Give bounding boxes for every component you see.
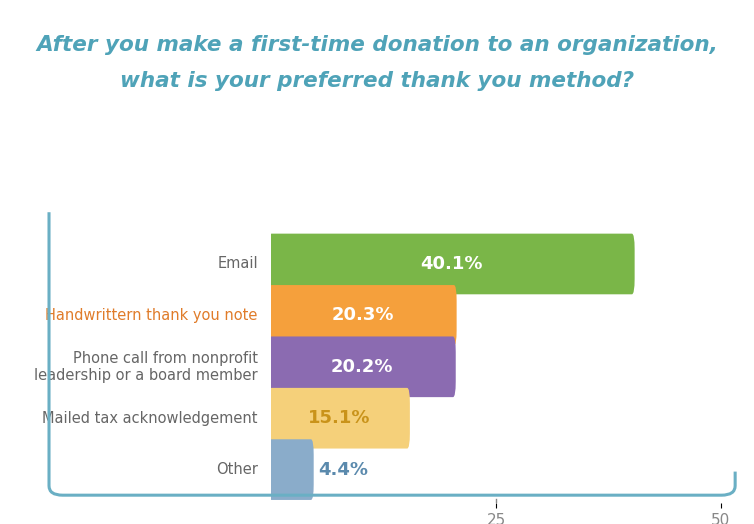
Text: what is your preferred thank you method?: what is your preferred thank you method?	[120, 71, 634, 91]
FancyBboxPatch shape	[268, 388, 410, 449]
Text: Handwrittern thank you note: Handwrittern thank you note	[45, 308, 258, 323]
Text: After you make a first-time donation to an organization,: After you make a first-time donation to …	[36, 35, 718, 54]
FancyBboxPatch shape	[268, 439, 314, 500]
Text: Phone call from nonprofit
leadership or a board member: Phone call from nonprofit leadership or …	[34, 351, 258, 383]
Text: 20.2%: 20.2%	[331, 358, 394, 376]
Text: 15.1%: 15.1%	[308, 409, 370, 427]
FancyBboxPatch shape	[268, 336, 455, 397]
FancyBboxPatch shape	[268, 234, 635, 294]
Text: 4.4%: 4.4%	[318, 461, 368, 478]
Text: 20.3%: 20.3%	[332, 307, 394, 324]
Text: Mailed tax acknowledgement: Mailed tax acknowledgement	[42, 411, 258, 425]
Text: Other: Other	[216, 462, 258, 477]
FancyBboxPatch shape	[268, 285, 457, 346]
Text: Email: Email	[217, 256, 258, 271]
Text: 40.1%: 40.1%	[421, 255, 483, 273]
